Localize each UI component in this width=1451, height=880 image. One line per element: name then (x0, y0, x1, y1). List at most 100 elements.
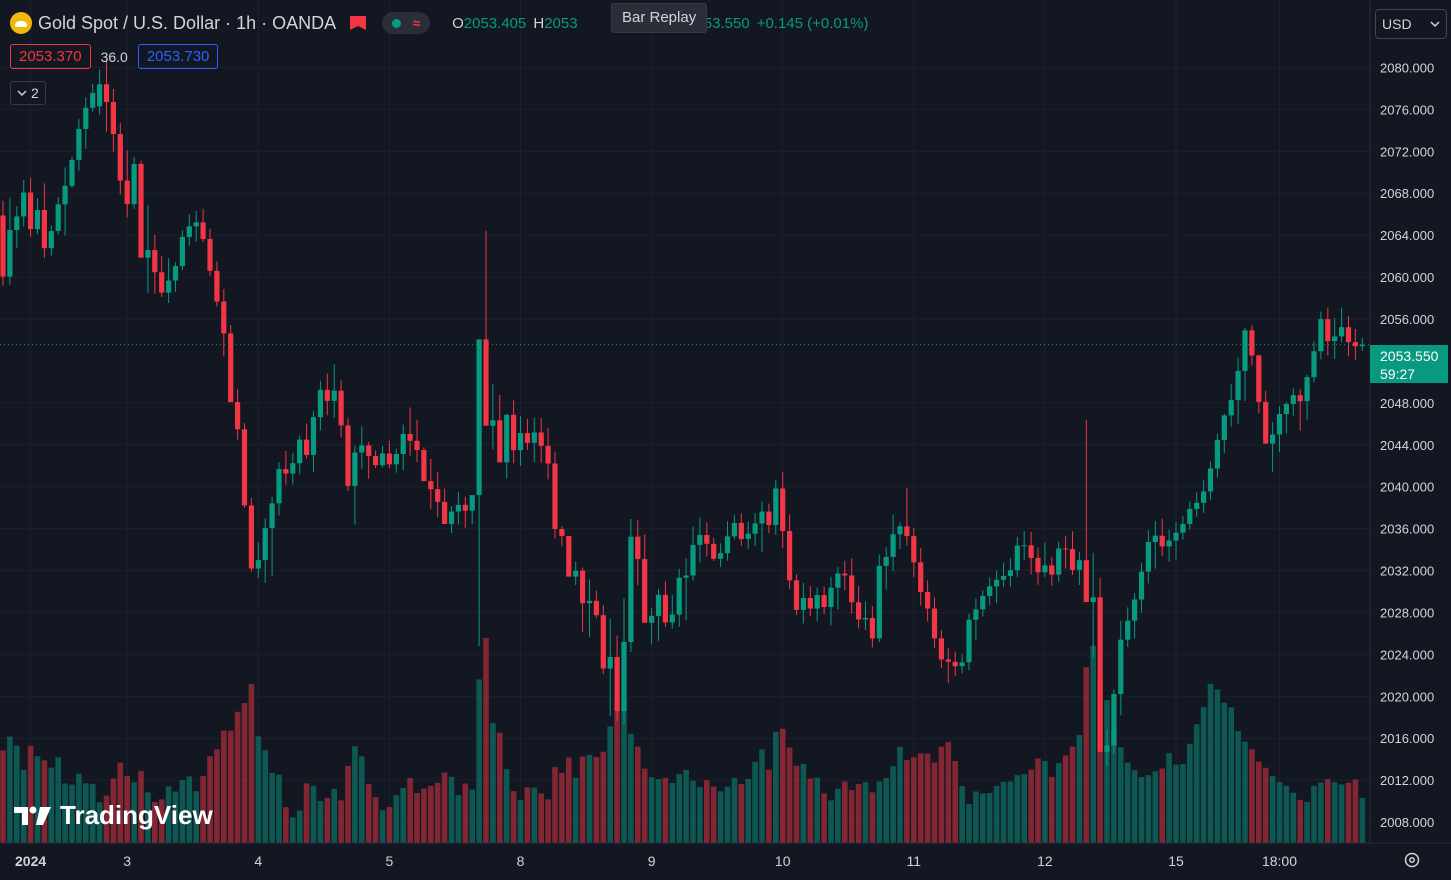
candle-body[interactable] (524, 433, 530, 443)
candle-body[interactable] (90, 92, 96, 108)
candle-body[interactable] (1325, 319, 1331, 342)
candle-body[interactable] (938, 638, 944, 660)
candle-body[interactable] (1076, 560, 1082, 570)
candle-body[interactable] (945, 659, 951, 662)
candle-body[interactable] (787, 531, 793, 581)
candle-body[interactable] (1214, 439, 1220, 469)
candle-body[interactable] (193, 222, 199, 227)
candle-body[interactable] (14, 216, 20, 231)
candle-body[interactable] (628, 536, 634, 642)
candle-body[interactable] (1021, 545, 1027, 547)
candle-body[interactable] (304, 439, 310, 455)
candle-body[interactable] (7, 230, 13, 277)
candle-body[interactable] (276, 469, 282, 504)
candle-body[interactable] (214, 270, 220, 302)
candle-body[interactable] (1283, 403, 1289, 415)
candle-body[interactable] (166, 280, 172, 293)
candle-body[interactable] (83, 107, 89, 129)
candle-body[interactable] (152, 250, 158, 273)
candle-body[interactable] (428, 481, 434, 490)
candle-body[interactable] (1007, 570, 1013, 576)
flag-icon[interactable] (350, 16, 367, 30)
candle-body[interactable] (738, 522, 744, 539)
candle-body[interactable] (504, 414, 510, 463)
candle-body[interactable] (718, 553, 724, 559)
tradingview-watermark[interactable]: TradingView (14, 800, 213, 831)
candle-body[interactable] (959, 662, 965, 667)
candle-body[interactable] (1311, 351, 1317, 378)
candle-body[interactable] (1207, 468, 1214, 492)
candle-body[interactable] (221, 301, 227, 334)
candle-body[interactable] (621, 641, 627, 712)
candle-body[interactable] (145, 250, 151, 258)
candle-body[interactable] (476, 339, 482, 496)
candle-body[interactable] (566, 536, 572, 577)
candle-body[interactable] (511, 414, 517, 451)
candle-body[interactable] (766, 511, 772, 526)
candle-body[interactable] (159, 272, 165, 293)
candle-body[interactable] (352, 452, 358, 486)
candle-body[interactable] (1104, 745, 1110, 752)
candle-body[interactable] (669, 614, 675, 623)
candle-body[interactable] (110, 102, 116, 135)
candle-body[interactable] (538, 432, 544, 446)
candle-body[interactable] (773, 488, 779, 526)
candle-body[interactable] (690, 544, 696, 576)
candle-body[interactable] (331, 390, 337, 401)
candle-body[interactable] (994, 579, 1000, 587)
candle-body[interactable] (117, 134, 123, 181)
candle-body[interactable] (1049, 565, 1055, 575)
candle-body[interactable] (317, 389, 323, 418)
candle-body[interactable] (1090, 597, 1096, 603)
candle-body[interactable] (1097, 597, 1103, 752)
candle-body[interactable] (338, 390, 344, 426)
candle-body[interactable] (862, 617, 869, 620)
candle-body[interactable] (1242, 330, 1248, 371)
candle-body[interactable] (103, 84, 110, 103)
candle-body[interactable] (580, 570, 586, 604)
candle-body[interactable] (435, 489, 441, 502)
candle-body[interactable] (421, 450, 427, 482)
candle-body[interactable] (1352, 342, 1358, 347)
candle-body[interactable] (469, 495, 475, 511)
candle-body[interactable] (559, 529, 565, 537)
candle-body[interactable] (724, 536, 731, 554)
candle-body[interactable] (683, 575, 689, 578)
price-axis[interactable]: 2080.000 2076.000 2072.000 2068.000 2064.000… (1380, 60, 1434, 830)
candle-body[interactable] (34, 210, 41, 230)
candle-body[interactable] (531, 432, 537, 443)
candle-body[interactable] (573, 570, 579, 577)
candle-body[interactable] (1318, 319, 1324, 352)
candle-body[interactable] (655, 594, 662, 616)
candle-body[interactable] (1345, 327, 1352, 343)
candle-body[interactable] (269, 503, 275, 529)
candle-body[interactable] (821, 595, 827, 607)
candle-body[interactable] (1083, 560, 1089, 603)
candle-body[interactable] (490, 420, 496, 426)
candle-body[interactable] (1194, 502, 1200, 509)
candle-body[interactable] (759, 511, 765, 524)
candle-body[interactable] (931, 608, 938, 639)
candle-body[interactable] (614, 656, 620, 712)
candle-body[interactable] (704, 534, 710, 544)
candle-body[interactable] (1014, 545, 1020, 571)
candle-body[interactable] (442, 501, 448, 524)
candle-body[interactable] (297, 439, 303, 464)
candle-body[interactable] (407, 433, 413, 441)
candle-body[interactable] (241, 429, 248, 506)
ask-button[interactable]: 2053.730 (137, 44, 219, 69)
candle-body[interactable] (1297, 395, 1303, 402)
candle-body[interactable] (248, 505, 254, 569)
candle-body[interactable] (393, 453, 399, 465)
settings-icon[interactable] (1400, 848, 1424, 872)
candle-body[interactable] (379, 453, 386, 466)
candle-body[interactable] (842, 573, 848, 576)
candle-body[interactable] (731, 522, 737, 537)
candle-body[interactable] (1132, 599, 1138, 621)
candle-body[interactable] (918, 562, 924, 593)
candle-body[interactable] (869, 617, 875, 639)
candle-body[interactable] (386, 453, 392, 465)
candle-body[interactable] (1118, 639, 1124, 695)
candle-body[interactable] (207, 239, 213, 271)
